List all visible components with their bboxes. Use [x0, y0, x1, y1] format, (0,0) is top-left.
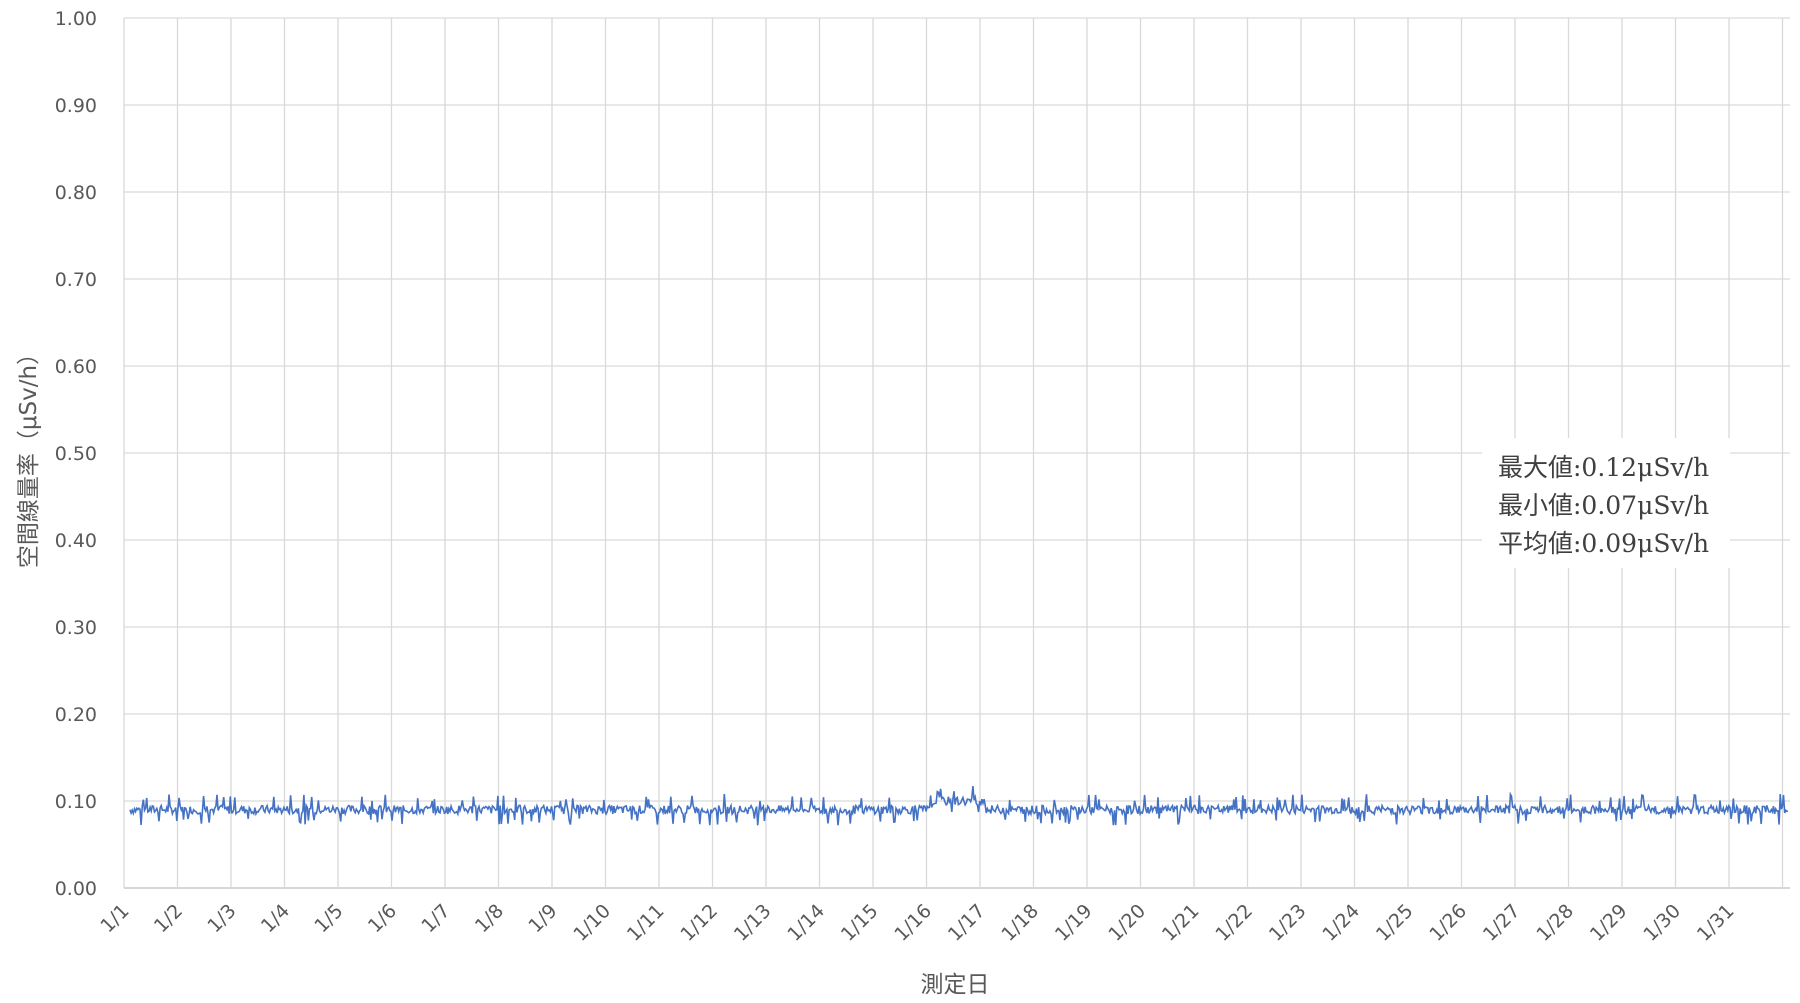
- stat-max: 最大値:0.12μSv/h: [1498, 453, 1709, 482]
- x-tick-label: 1/10: [569, 900, 615, 946]
- x-tick-label: 1/30: [1639, 900, 1685, 946]
- x-tick-label: 1/8: [471, 900, 508, 937]
- x-tick-label: 1/5: [310, 900, 347, 937]
- x-tick-label: 1/11: [623, 900, 669, 946]
- x-tick-label: 1/15: [837, 900, 883, 946]
- x-tick-label: 1/13: [730, 900, 776, 946]
- x-tick-label: 1/23: [1265, 900, 1311, 946]
- x-tick-label: 1/27: [1479, 900, 1525, 946]
- x-tick-label: 1/18: [997, 900, 1043, 946]
- x-tick-label: 1/24: [1318, 900, 1364, 946]
- stat-avg: 平均値:0.09μSv/h: [1498, 529, 1709, 558]
- x-tick-label: 1/9: [524, 900, 561, 937]
- x-tick-label: 1/31: [1693, 900, 1739, 946]
- x-tick-label: 1/14: [783, 900, 829, 946]
- y-tick-label: 0.00: [55, 878, 97, 900]
- x-tick-label: 1/2: [150, 900, 187, 937]
- x-tick-label: 1/1: [96, 900, 133, 937]
- x-tick-label: 1/28: [1532, 900, 1578, 946]
- y-tick-label: 0.50: [55, 443, 97, 465]
- y-tick-label: 0.90: [55, 95, 97, 117]
- y-tick-label: 0.60: [55, 356, 97, 378]
- x-tick-label: 1/22: [1211, 900, 1257, 946]
- y-tick-label: 1.00: [55, 8, 97, 30]
- y-axis-title: 空間線量率（μSv/h）: [16, 342, 42, 568]
- dose-rate-line: [129, 786, 1788, 826]
- y-tick-label: 0.10: [55, 791, 97, 813]
- x-tick-label: 1/25: [1372, 900, 1418, 946]
- y-tick-label: 0.20: [55, 704, 97, 726]
- stat-min: 最小値:0.07μSv/h: [1498, 491, 1709, 520]
- x-tick-label: 1/29: [1586, 900, 1632, 946]
- x-tick-label: 1/26: [1425, 900, 1471, 946]
- x-tick-label: 1/16: [890, 900, 936, 946]
- y-tick-labels: 0.00 0.10 0.20 0.30 0.40 0.50 0.60 0.70 0.80 0.90…: [55, 8, 97, 900]
- x-tick-label: 1/17: [944, 900, 990, 946]
- x-tick-label: 1/4: [257, 900, 294, 937]
- x-tick-labels: 1/1 1/2 1/3 1/4 1/5 1/6 1/7 1/8 1/9 1/10 1/11 1/12 1…: [96, 900, 1738, 946]
- stats-annotation: 最大値:0.12μSv/h 最小値:0.07μSv/h 平均値:0.09μSv/…: [1482, 438, 1730, 568]
- y-tick-label: 0.40: [55, 530, 97, 552]
- x-tick-label: 1/12: [676, 900, 722, 946]
- y-tick-label: 0.80: [55, 182, 97, 204]
- y-tick-label: 0.70: [55, 269, 97, 291]
- x-tick-label: 1/19: [1051, 900, 1097, 946]
- stats-box: [1482, 438, 1730, 568]
- x-tick-label: 1/20: [1104, 900, 1150, 946]
- x-tick-label: 1/3: [203, 900, 240, 937]
- x-tick-label: 1/21: [1158, 900, 1204, 946]
- series-dose-rate: [129, 786, 1788, 826]
- x-axis-title: 測定日: [921, 972, 990, 998]
- grid-lines: [123, 17, 1790, 889]
- y-tick-label: 0.30: [55, 617, 97, 639]
- x-tick-label: 1/6: [364, 900, 401, 937]
- x-tick-label: 1/7: [417, 900, 454, 937]
